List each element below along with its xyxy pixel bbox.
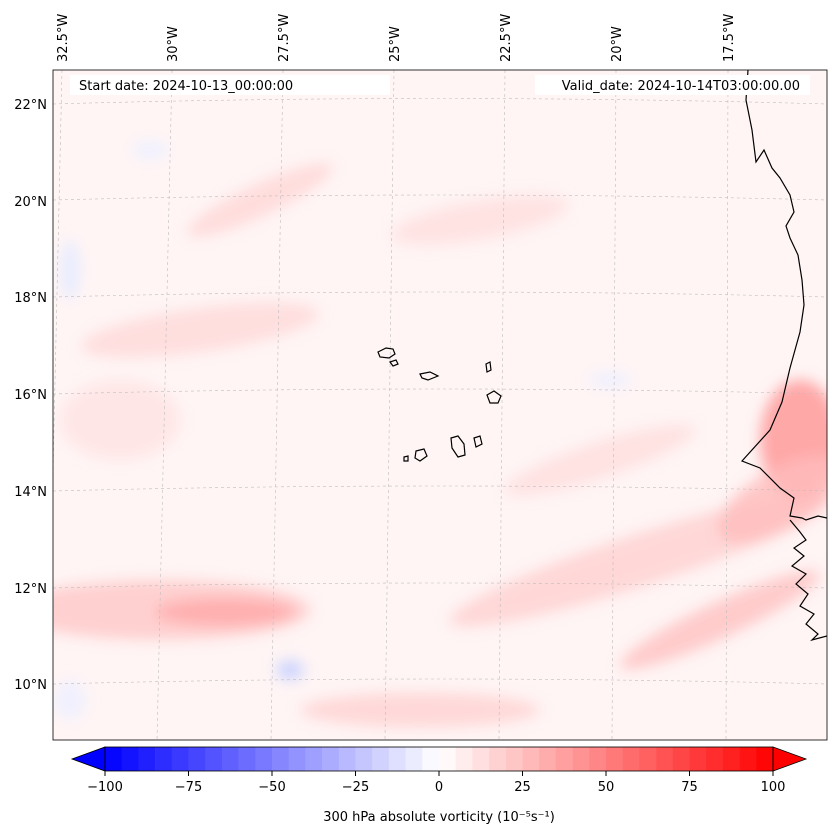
colorbar-step [589, 747, 607, 771]
longitude-labels: 32.5°W 30°W 27.5°W 25°W 22.5°W 20°W 17.5… [56, 14, 737, 62]
colorbar-step [372, 747, 390, 771]
island-maio [473, 435, 483, 448]
colorbar-step [405, 747, 423, 771]
colorbar-step [439, 747, 456, 771]
colorbar-step [422, 747, 440, 771]
colorbar-step [656, 747, 674, 771]
colorbar-step [221, 747, 239, 771]
colorbar-step [238, 747, 256, 771]
graticule [53, 70, 827, 740]
colorbar-step [272, 747, 289, 771]
lon-label: 25°W [388, 26, 403, 62]
map-frame [52, 69, 828, 741]
colorbar-step [505, 747, 523, 771]
colorbar-step [255, 747, 273, 771]
colorbar-step [739, 747, 757, 771]
colorbar-ticks: −100 −75 −50 −25 0 25 50 75 100 [87, 771, 785, 795]
colorbar-tick-label: 0 [435, 780, 443, 795]
latitude-labels: 22°N 20°N 18°N 16°N 14°N 12°N 10°N [14, 98, 47, 693]
colorbar-step [171, 747, 189, 771]
lon-label: 32.5°W [56, 14, 71, 62]
lat-label: 22°N [14, 98, 47, 113]
colorbar-step [388, 747, 406, 771]
colorbar-step [138, 747, 156, 771]
island-sal [485, 361, 492, 373]
start-date-label: Start date: 2024-10-13_00:00:00 [79, 79, 293, 94]
colorbar-tick-label: 50 [598, 780, 615, 795]
colorbar-step [722, 747, 740, 771]
colorbar-step [572, 747, 590, 771]
colorbar-step [672, 747, 690, 771]
island-brava [403, 455, 409, 462]
colorbar-step [188, 747, 206, 771]
vorticity-field [53, 140, 827, 728]
lat-label: 18°N [14, 291, 47, 306]
lat-label: 16°N [14, 388, 47, 403]
colorbar-tick-label: −25 [342, 780, 369, 795]
colorbar-step [522, 747, 540, 771]
colorbar-step [639, 747, 657, 771]
colorbar-step [105, 747, 122, 771]
lon-label: 22.5°W [499, 14, 514, 62]
africa-coastline [740, 70, 827, 521]
colorbar-step [472, 747, 490, 771]
lat-label: 12°N [14, 582, 47, 597]
lat-label: 14°N [14, 485, 47, 500]
colorbar-step [622, 747, 640, 771]
colorbar-tick-label: 75 [681, 780, 698, 795]
colorbar-tick-label: 25 [514, 780, 531, 795]
colorbar-step [305, 747, 323, 771]
lat-label: 10°N [14, 678, 47, 693]
lon-label: 27.5°W [277, 14, 292, 62]
colorbar-low-arrow [70, 746, 106, 772]
map-panel: Start date: 2024-10-13_00:00:00 Valid_da… [52, 69, 828, 741]
island-sao-nicolau [419, 371, 440, 381]
colorbar-step [455, 747, 473, 771]
valid-date-box [535, 75, 810, 95]
colorbar-tick-label: −75 [175, 780, 202, 795]
colorbar-step [338, 747, 356, 771]
island-boa-vista [486, 390, 502, 404]
valid-date-label: Valid_date: 2024-10-14T03:00:00.00 [562, 79, 800, 94]
start-date-box [70, 75, 390, 95]
island-santiago [450, 435, 466, 458]
colorbar-tick-label: 100 [761, 780, 786, 795]
lon-label: 30°W [166, 26, 181, 62]
lon-label: 20°W [610, 26, 625, 62]
colorbar: −100 −75 −50 −25 0 25 50 75 100 300 hPa … [70, 746, 808, 825]
colorbar-step [489, 747, 507, 771]
colorbar-step [155, 747, 173, 771]
colorbar-step [121, 747, 139, 771]
colorbar-step [555, 747, 573, 771]
colorbar-tick-label: −50 [258, 780, 285, 795]
colorbar-step [539, 747, 557, 771]
colorbar-step [689, 747, 707, 771]
colorbar-step [706, 747, 724, 771]
lat-label: 20°N [14, 195, 47, 210]
colorbar-step [322, 747, 340, 771]
colorbar-step [355, 747, 373, 771]
island-santo-antao [377, 347, 396, 359]
coastlines [377, 70, 827, 642]
colorbar-step [288, 747, 306, 771]
colorbar-step [606, 747, 623, 771]
colorbar-high-arrow [772, 746, 808, 772]
island-fogo [414, 448, 428, 462]
island-sao-vicente [389, 359, 399, 367]
colorbar-tick-label: −100 [87, 780, 123, 795]
lon-label: 17.5°W [722, 14, 737, 62]
colorbar-steps [105, 747, 774, 771]
colorbar-step [205, 747, 223, 771]
colorbar-step [756, 747, 774, 771]
colorbar-label: 300 hPa absolute vorticity (10⁻⁵s⁻¹) [323, 810, 555, 825]
